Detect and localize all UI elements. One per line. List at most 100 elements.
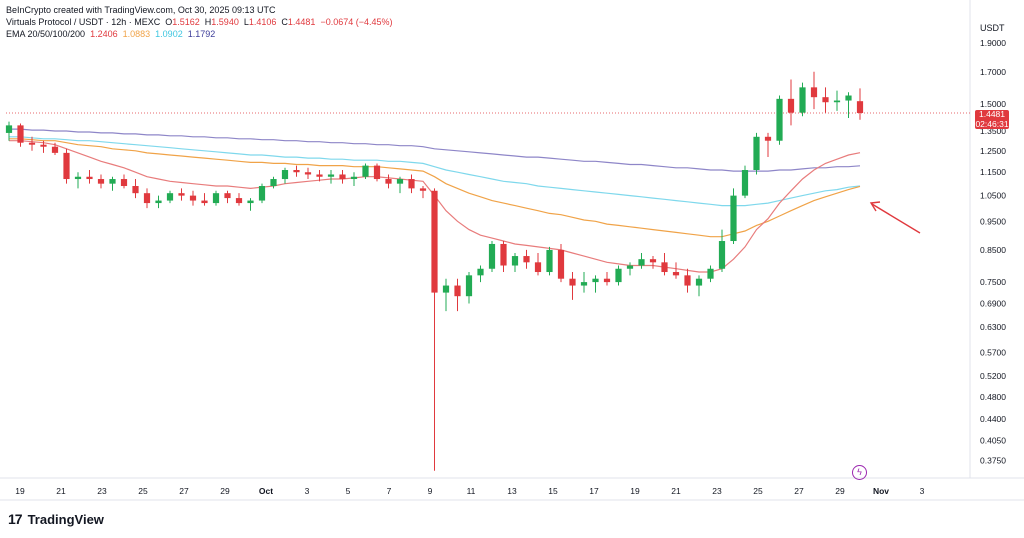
- candle-body: [799, 87, 806, 113]
- candle[interactable]: [534, 252, 542, 276]
- time-tick-label: 27: [794, 486, 804, 496]
- candle[interactable]: [753, 132, 760, 175]
- candle[interactable]: [247, 198, 254, 211]
- candle[interactable]: [741, 165, 749, 199]
- candle[interactable]: [40, 140, 47, 153]
- candle[interactable]: [810, 71, 818, 110]
- candle[interactable]: [615, 265, 622, 286]
- candle[interactable]: [51, 142, 59, 155]
- candle-body: [201, 200, 208, 204]
- candle[interactable]: [787, 79, 795, 126]
- candle[interactable]: [638, 252, 645, 269]
- candle[interactable]: [500, 241, 507, 273]
- tradingview-logo[interactable]: 17 TradingView: [8, 511, 104, 527]
- candle[interactable]: [373, 163, 381, 182]
- candle[interactable]: [580, 272, 588, 293]
- candle[interactable]: [684, 268, 691, 293]
- candle[interactable]: [856, 88, 864, 120]
- candle[interactable]: [488, 241, 496, 273]
- time-tick-label: 23: [97, 486, 107, 496]
- candle[interactable]: [63, 148, 70, 184]
- candle[interactable]: [28, 136, 36, 151]
- candle[interactable]: [293, 165, 300, 177]
- candle[interactable]: [385, 174, 392, 189]
- candle[interactable]: [695, 275, 703, 297]
- candle[interactable]: [718, 229, 726, 273]
- price-tick-label: 1.1500: [980, 167, 1006, 177]
- candle[interactable]: [592, 275, 599, 293]
- candle[interactable]: [212, 190, 220, 206]
- currency-label: USDT: [980, 23, 1005, 33]
- ema-label[interactable]: EMA 20/50/100/200: [6, 29, 86, 39]
- candle[interactable]: [419, 186, 427, 199]
- candle[interactable]: [316, 170, 323, 182]
- candle[interactable]: [431, 188, 438, 471]
- candle[interactable]: [362, 163, 369, 180]
- ema20-value: 1.2406: [90, 29, 118, 39]
- candle[interactable]: [350, 172, 358, 187]
- candle[interactable]: [235, 193, 243, 206]
- candle[interactable]: [120, 174, 128, 189]
- candle[interactable]: [281, 167, 289, 184]
- candle[interactable]: [672, 262, 680, 279]
- candle[interactable]: [17, 123, 24, 147]
- candle[interactable]: [97, 174, 105, 189]
- candle[interactable]: [408, 174, 415, 194]
- candle[interactable]: [546, 246, 553, 276]
- candle-body: [293, 170, 300, 173]
- candle[interactable]: [833, 90, 841, 111]
- candle[interactable]: [523, 249, 530, 269]
- candle[interactable]: [776, 95, 783, 145]
- ema-line: EMA 20/50/100/200 1.2406 1.0883 1.0902 1…: [6, 28, 393, 40]
- candle[interactable]: [339, 170, 346, 184]
- candle[interactable]: [74, 172, 82, 189]
- candle[interactable]: [396, 176, 404, 194]
- candle[interactable]: [132, 179, 139, 199]
- candle[interactable]: [155, 195, 162, 209]
- candle[interactable]: [178, 188, 185, 201]
- candle[interactable]: [143, 188, 151, 209]
- time-tick-label: 19: [15, 486, 25, 496]
- candle[interactable]: [707, 265, 714, 283]
- candle-body: [224, 193, 231, 199]
- candle[interactable]: [201, 193, 208, 206]
- candle[interactable]: [661, 252, 668, 276]
- candle-body: [178, 193, 185, 196]
- candle[interactable]: [626, 262, 634, 276]
- time-tick-label: Nov: [873, 486, 889, 496]
- candle-body: [787, 98, 795, 113]
- candle[interactable]: [799, 82, 806, 117]
- price-tick-label: 0.3750: [980, 455, 1006, 465]
- candle[interactable]: [764, 132, 772, 158]
- candle[interactable]: [166, 190, 174, 204]
- candle[interactable]: [569, 272, 576, 300]
- price-tick-label: 1.2500: [980, 146, 1006, 156]
- flash-icon[interactable]: ϟ: [852, 465, 867, 480]
- candle-body: [454, 285, 461, 297]
- candle-body: [638, 259, 645, 266]
- candle[interactable]: [730, 188, 737, 244]
- candle[interactable]: [5, 121, 13, 141]
- candle[interactable]: [557, 243, 565, 283]
- candle[interactable]: [649, 256, 657, 269]
- candle-body: [339, 174, 346, 180]
- symbol-name[interactable]: Virtuals Protocol / USDT · 12h · MEXC: [6, 17, 161, 27]
- price-tick-label: 1.7000: [980, 67, 1006, 77]
- candle[interactable]: [454, 278, 461, 312]
- candle[interactable]: [270, 176, 277, 189]
- candle[interactable]: [822, 87, 829, 113]
- candle[interactable]: [86, 170, 93, 184]
- candle[interactable]: [845, 92, 852, 119]
- candle[interactable]: [304, 167, 312, 180]
- candle[interactable]: [442, 278, 450, 312]
- candle[interactable]: [603, 272, 611, 286]
- candle[interactable]: [465, 272, 473, 304]
- candle[interactable]: [327, 170, 335, 184]
- candle[interactable]: [477, 265, 484, 283]
- candle[interactable]: [511, 252, 519, 273]
- candle[interactable]: [109, 176, 116, 191]
- candle[interactable]: [224, 190, 231, 204]
- candle[interactable]: [258, 183, 266, 204]
- candle[interactable]: [189, 190, 197, 206]
